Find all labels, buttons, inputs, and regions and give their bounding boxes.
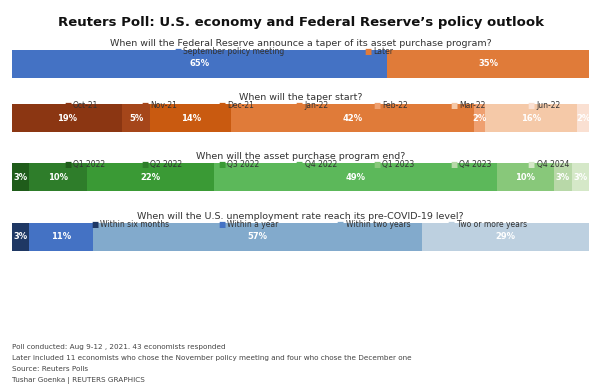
Text: Within a year: Within a year xyxy=(227,220,278,229)
Bar xyxy=(29,163,87,191)
Text: 11%: 11% xyxy=(51,232,71,242)
Text: ■: ■ xyxy=(64,101,71,110)
Text: Feb-22: Feb-22 xyxy=(382,101,407,110)
Text: ■: ■ xyxy=(364,47,371,56)
Text: ■: ■ xyxy=(218,220,225,229)
Text: Poll conducted: Aug 9-12 , 2021. 43 economists responded: Poll conducted: Aug 9-12 , 2021. 43 econ… xyxy=(12,344,225,350)
Text: 2%: 2% xyxy=(472,114,486,123)
Text: Q1 2022: Q1 2022 xyxy=(73,160,105,170)
Bar xyxy=(12,104,121,132)
Text: Jun-22: Jun-22 xyxy=(537,101,561,110)
Text: ■: ■ xyxy=(373,101,380,110)
Text: ■: ■ xyxy=(296,160,303,170)
Text: Mar-22: Mar-22 xyxy=(459,101,486,110)
Text: Later included 11 economists who chose the November policy meeting and four who : Later included 11 economists who chose t… xyxy=(12,355,412,361)
Text: ■: ■ xyxy=(64,160,71,170)
Bar xyxy=(496,163,554,191)
Bar xyxy=(485,104,578,132)
Text: Q1 2023: Q1 2023 xyxy=(382,160,414,170)
Text: 57%: 57% xyxy=(247,232,267,242)
Bar xyxy=(554,163,572,191)
Text: September policy meeting: September policy meeting xyxy=(183,47,284,56)
Text: ■: ■ xyxy=(218,101,225,110)
Text: Q4 2022: Q4 2022 xyxy=(305,160,337,170)
Text: ■: ■ xyxy=(296,101,303,110)
Text: When will the taper start?: When will the taper start? xyxy=(239,93,362,102)
Text: Dec-21: Dec-21 xyxy=(227,101,254,110)
Bar xyxy=(12,50,387,78)
Text: ■: ■ xyxy=(91,220,99,229)
Text: Two or more years: Two or more years xyxy=(457,220,527,229)
Text: 3%: 3% xyxy=(573,173,587,182)
Text: 42%: 42% xyxy=(343,114,362,123)
Text: Within two years: Within two years xyxy=(346,220,410,229)
Bar xyxy=(12,163,29,191)
Text: ■: ■ xyxy=(450,101,457,110)
Text: Oct-21: Oct-21 xyxy=(73,101,99,110)
Text: 10%: 10% xyxy=(48,173,68,182)
Text: Source: Reuters Polls: Source: Reuters Polls xyxy=(12,366,88,372)
Text: When will the asset purchase program end?: When will the asset purchase program end… xyxy=(196,152,405,161)
Text: 35%: 35% xyxy=(478,59,498,68)
Text: 19%: 19% xyxy=(57,114,77,123)
Text: 10%: 10% xyxy=(516,173,535,182)
Text: Q3 2022: Q3 2022 xyxy=(227,160,260,170)
Text: Q4 2023: Q4 2023 xyxy=(459,160,492,170)
Bar xyxy=(121,104,150,132)
Bar xyxy=(572,163,589,191)
Text: ■: ■ xyxy=(528,160,535,170)
Bar xyxy=(12,223,29,251)
Bar xyxy=(214,163,496,191)
Text: When will the U.S. unemployment rate reach its pre-COVID-19 level?: When will the U.S. unemployment rate rea… xyxy=(137,212,464,221)
Text: 3%: 3% xyxy=(14,232,28,242)
Text: ■: ■ xyxy=(528,101,535,110)
Text: Within six months: Within six months xyxy=(100,220,169,229)
Text: 16%: 16% xyxy=(521,114,542,123)
Text: 2%: 2% xyxy=(576,114,590,123)
Text: 65%: 65% xyxy=(189,59,210,68)
Bar xyxy=(474,104,485,132)
Text: 5%: 5% xyxy=(129,114,143,123)
Text: 14%: 14% xyxy=(181,114,201,123)
Bar xyxy=(578,104,589,132)
Text: Q4 2024: Q4 2024 xyxy=(537,160,569,170)
Text: Tushar Goenka | REUTERS GRAPHICS: Tushar Goenka | REUTERS GRAPHICS xyxy=(12,377,145,384)
Text: ■: ■ xyxy=(373,160,380,170)
Text: ■: ■ xyxy=(337,220,344,229)
Text: Reuters Poll: U.S. economy and Federal Reserve’s policy outlook: Reuters Poll: U.S. economy and Federal R… xyxy=(58,16,543,28)
Text: ■: ■ xyxy=(141,160,148,170)
Text: ■: ■ xyxy=(218,160,225,170)
Bar xyxy=(231,104,474,132)
Bar xyxy=(29,223,93,251)
Bar xyxy=(387,50,589,78)
Bar xyxy=(150,104,231,132)
Text: Nov-21: Nov-21 xyxy=(150,101,177,110)
Text: ■: ■ xyxy=(174,47,182,56)
Text: Jan-22: Jan-22 xyxy=(305,101,329,110)
Text: 49%: 49% xyxy=(346,173,365,182)
Bar xyxy=(87,163,214,191)
Text: Q2 2022: Q2 2022 xyxy=(150,160,182,170)
Text: When will the Federal Reserve announce a taper of its asset purchase program?: When will the Federal Reserve announce a… xyxy=(109,39,492,48)
Text: 29%: 29% xyxy=(495,232,515,242)
Text: ■: ■ xyxy=(141,101,148,110)
Bar xyxy=(93,223,422,251)
Text: ■: ■ xyxy=(448,220,455,229)
Text: ■: ■ xyxy=(450,160,457,170)
Text: 3%: 3% xyxy=(14,173,28,182)
Text: 22%: 22% xyxy=(141,173,160,182)
Bar xyxy=(422,223,589,251)
Text: 3%: 3% xyxy=(556,173,570,182)
Text: Later: Later xyxy=(373,47,393,56)
